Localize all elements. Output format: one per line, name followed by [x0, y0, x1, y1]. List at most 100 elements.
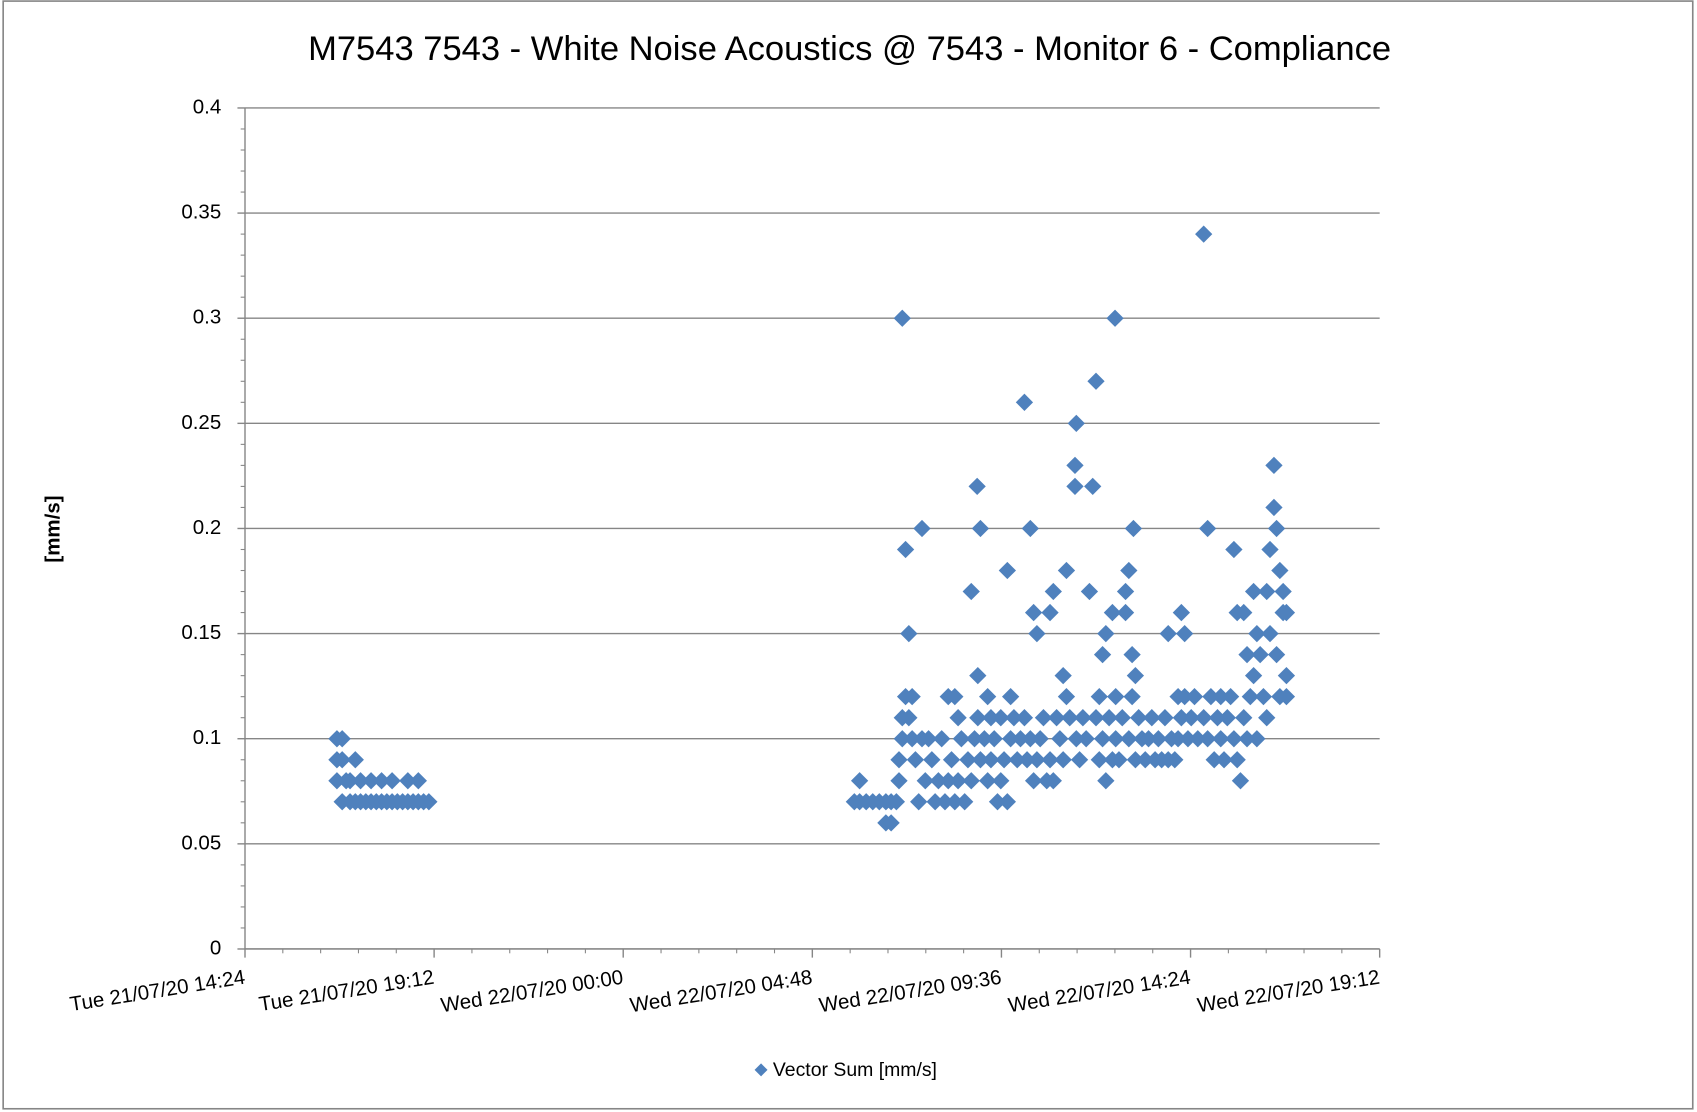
y-tick-label: 0.4	[193, 95, 222, 118]
point	[1271, 561, 1289, 580]
y-tick-label: 0.2	[193, 516, 222, 539]
point	[1002, 730, 1020, 748]
point	[903, 730, 921, 748]
point	[979, 688, 997, 706]
point	[1212, 730, 1230, 748]
point	[1277, 688, 1296, 706]
point	[1159, 624, 1177, 643]
point	[1166, 751, 1184, 769]
point	[1195, 225, 1213, 243]
y-tick-label: 0.35	[181, 201, 221, 224]
point	[1244, 667, 1263, 685]
point	[1097, 624, 1115, 643]
point	[1090, 688, 1108, 706]
point	[1054, 751, 1072, 769]
point	[1198, 519, 1217, 538]
point	[1015, 393, 1034, 411]
point	[1087, 372, 1105, 390]
chart-title: M7543 7543 - White Noise Acoustics @ 754…	[308, 30, 1391, 68]
point	[975, 730, 994, 748]
point	[1221, 688, 1240, 706]
point	[1116, 582, 1135, 601]
point	[1274, 582, 1292, 601]
point	[1077, 730, 1095, 748]
point	[1225, 730, 1243, 748]
point	[1041, 751, 1059, 769]
point	[1126, 751, 1145, 769]
point	[1107, 730, 1125, 748]
point	[1057, 561, 1076, 580]
point	[1176, 688, 1194, 706]
y-tick-label: 0.1	[193, 726, 222, 749]
point	[1067, 414, 1085, 432]
point	[1149, 730, 1168, 748]
y-tick-label: 0.3	[193, 306, 222, 329]
point	[969, 667, 987, 685]
point	[1090, 751, 1108, 769]
point	[1041, 603, 1059, 622]
point	[333, 730, 351, 748]
point	[1034, 709, 1053, 727]
point	[903, 688, 921, 706]
point	[1067, 730, 1085, 748]
legend-label: Vector Sum [mm/s]	[773, 1059, 937, 1081]
point	[1123, 645, 1141, 664]
y-tick-label: 0.05	[181, 831, 221, 854]
point	[1018, 751, 1036, 769]
point	[1110, 751, 1128, 769]
point	[1028, 751, 1046, 769]
point	[1248, 624, 1266, 643]
point	[1061, 709, 1079, 727]
point	[1080, 582, 1099, 601]
point	[1087, 709, 1105, 727]
point	[1126, 667, 1145, 685]
point	[893, 309, 911, 327]
point	[1084, 477, 1102, 496]
point	[1123, 688, 1141, 706]
point	[890, 751, 908, 769]
point	[1258, 582, 1276, 601]
point	[1238, 730, 1256, 748]
point	[1074, 709, 1092, 727]
point	[1057, 688, 1076, 706]
point	[1031, 730, 1049, 748]
point	[1265, 456, 1283, 475]
point	[965, 730, 984, 748]
point	[1238, 645, 1256, 664]
point	[1169, 730, 1187, 748]
point	[968, 477, 986, 496]
y-tick-label: 0.15	[181, 621, 221, 644]
point	[1070, 751, 1089, 769]
point	[1124, 519, 1143, 538]
point	[1179, 730, 1197, 748]
point	[1241, 688, 1259, 706]
point	[346, 751, 364, 769]
y-tick-label: 0.25	[181, 411, 221, 434]
point	[1139, 730, 1158, 748]
point	[1024, 603, 1043, 622]
point	[1002, 688, 1020, 706]
point	[1066, 456, 1084, 475]
point	[1136, 751, 1154, 769]
point	[1251, 645, 1269, 664]
point	[1120, 730, 1138, 748]
point	[1205, 751, 1223, 769]
point	[893, 730, 911, 748]
point	[1097, 772, 1115, 790]
point	[1215, 751, 1233, 769]
point	[1277, 667, 1296, 685]
point	[1024, 772, 1043, 790]
point	[1189, 730, 1207, 748]
point	[1106, 309, 1124, 327]
point	[1228, 751, 1246, 769]
point	[1267, 519, 1286, 538]
point	[1267, 645, 1286, 664]
point	[926, 793, 944, 811]
point	[1212, 688, 1230, 706]
point	[1051, 730, 1069, 748]
point	[1261, 624, 1279, 643]
point	[1044, 772, 1062, 790]
